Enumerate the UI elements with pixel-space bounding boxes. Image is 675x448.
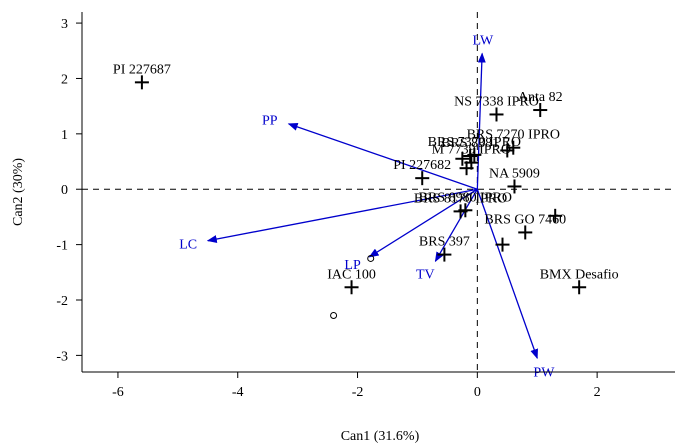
data-point [518,225,533,240]
point-label: BRS 7370 IPRO [428,135,521,150]
vector-label-pp: PP [262,113,278,128]
data-point [495,237,510,252]
point-label: BRS 7270 IPRO [467,128,560,143]
data-point [134,75,149,90]
point-label: PI 227682 [393,158,451,173]
data-point [507,179,522,194]
y-tick-label: -1 [56,239,68,254]
y-tick-label: -3 [56,349,68,364]
y-tick-label: -2 [56,294,68,309]
x-tick-label: 2 [594,385,601,400]
data-point [437,247,452,262]
point-label: BRS 397 [419,235,470,250]
y-tick-label: 2 [61,72,68,87]
data-point [500,143,515,158]
x-axis-title: Can1 (31.6%) [341,429,420,444]
vector-arrow-lp [368,188,478,258]
data-point [344,280,359,295]
data-point [467,147,482,162]
open-circle-marker [330,312,338,320]
reference-lines [82,12,675,372]
data-point [548,208,563,223]
point-label: IAC 100 [327,267,376,282]
point-label: M 7739 IPRO [432,143,511,158]
data-point [506,140,521,155]
y-tick-label: 0 [61,183,68,198]
vector-arrow-lc [206,188,478,243]
point-label: NA 5909 [489,166,540,181]
vector-arrow-pp [287,123,478,190]
vector-arrow-lw [476,52,486,190]
data-point [464,155,479,170]
x-tick-label: 0 [474,385,481,400]
data-point [572,280,587,295]
data-point [453,204,468,219]
point-label: BRS 8980 IPRO [419,190,512,205]
axes-layer [81,12,675,373]
vector-label-tv: TV [416,267,435,282]
data-point [455,151,470,166]
point-label: BRS GO 7460 [484,212,566,227]
y-tick-label: 1 [61,128,68,143]
x-tick-label: -6 [112,385,124,400]
vector-label-lc: LC [179,237,197,252]
vectors-layer: LW PP LC LP TV PW [179,34,555,381]
data-point [533,103,548,118]
point-label: BRS 8381 [441,136,499,151]
y-axis-title: Can2 (30%) [11,158,26,226]
point-label: BMX Desafio [540,267,619,282]
ticks-layer: -6 -4 -2 0 2 -3 -2 -1 0 1 2 3 [56,17,600,400]
data-point [415,171,430,186]
point-label: PI 227687 [113,62,171,77]
x-tick-label: -2 [352,385,364,400]
point-label: BRS 8170 IPRO [414,191,507,206]
vector-arrow-tv [434,188,478,263]
data-point [489,107,504,122]
point-label: Anta 82 [518,90,563,105]
y-tick-label: 3 [61,17,68,32]
point-label: NS 7338 IPRO [454,94,539,109]
vector-label-lw: LW [472,34,494,49]
open-circle-marker [367,254,375,262]
vector-arrow-pw [476,189,538,360]
vector-label-lp: LP [344,258,361,273]
x-tick-label: -4 [232,385,244,400]
vector-label-pw: PW [533,365,555,380]
